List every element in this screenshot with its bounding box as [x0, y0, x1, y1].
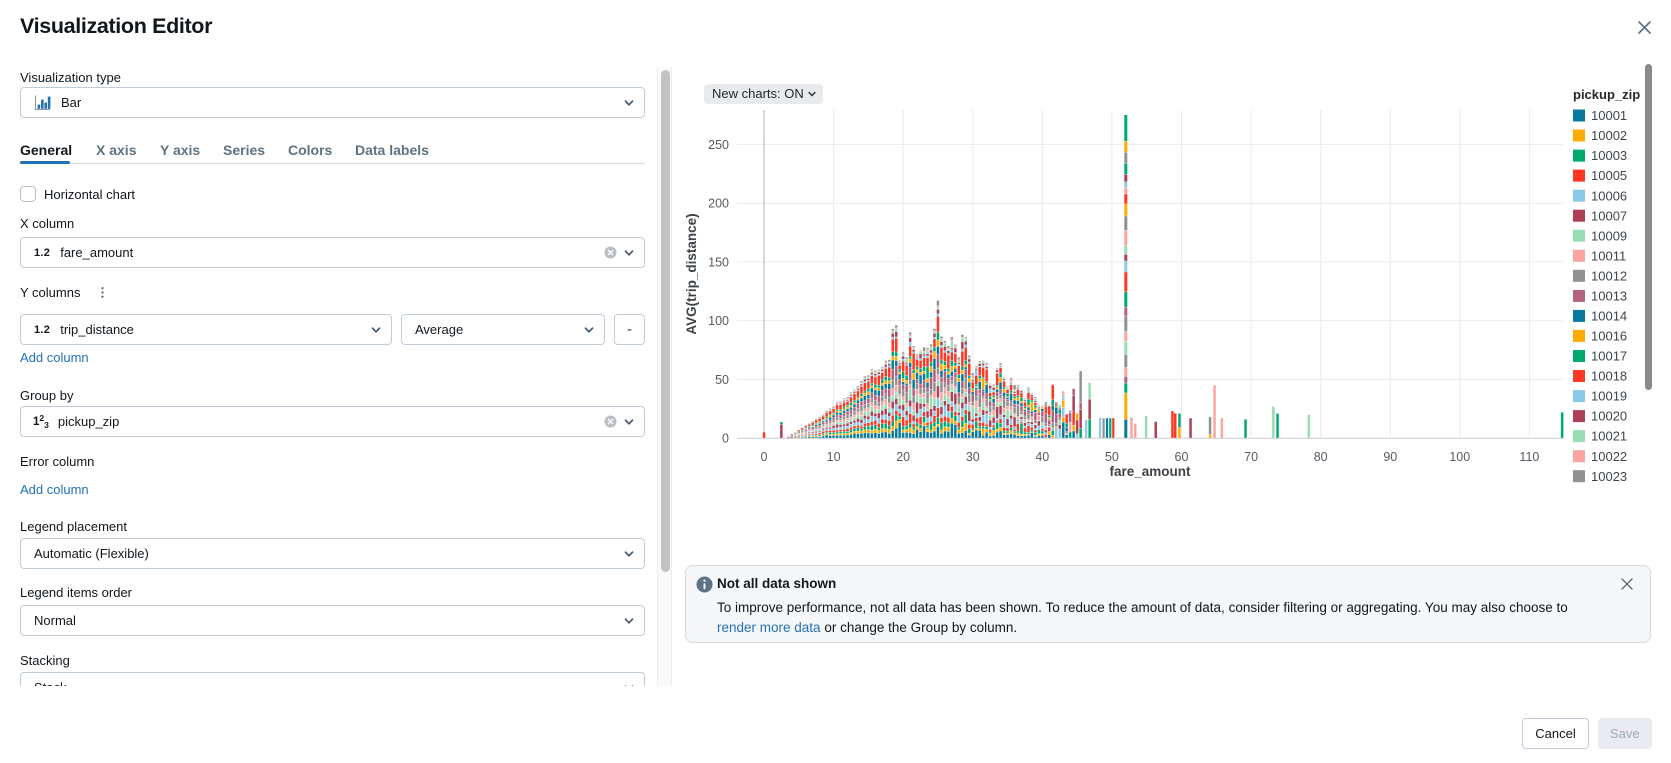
- svg-text:10001: 10001: [1591, 108, 1627, 123]
- svg-text:10002: 10002: [1591, 128, 1627, 143]
- svg-text:10006: 10006: [1591, 188, 1627, 203]
- svg-text:90: 90: [1383, 450, 1397, 464]
- svg-text:10012: 10012: [1591, 268, 1627, 283]
- svg-text:80: 80: [1314, 450, 1328, 464]
- svg-text:20: 20: [896, 450, 910, 464]
- svg-text:100: 100: [708, 314, 729, 328]
- svg-text:0: 0: [761, 450, 768, 464]
- svg-text:50: 50: [715, 373, 729, 387]
- svg-text:10022: 10022: [1591, 449, 1627, 464]
- svg-text:30: 30: [966, 450, 980, 464]
- svg-text:10020: 10020: [1591, 409, 1627, 424]
- svg-text:10023: 10023: [1591, 469, 1627, 484]
- svg-text:10021: 10021: [1591, 429, 1627, 444]
- svg-text:10005: 10005: [1591, 168, 1627, 183]
- svg-text:10013: 10013: [1591, 289, 1627, 304]
- svg-text:10014: 10014: [1591, 309, 1627, 324]
- svg-text:fare_amount: fare_amount: [1109, 464, 1191, 479]
- svg-text:110: 110: [1519, 450, 1539, 464]
- svg-text:10: 10: [827, 450, 841, 464]
- svg-text:0: 0: [722, 432, 729, 446]
- svg-text:70: 70: [1244, 450, 1258, 464]
- svg-text:200: 200: [708, 197, 729, 211]
- svg-text:10011: 10011: [1591, 248, 1626, 263]
- svg-text:100: 100: [1449, 450, 1470, 464]
- svg-text:AVG(trip_distance): AVG(trip_distance): [684, 213, 699, 334]
- svg-text:40: 40: [1035, 450, 1049, 464]
- svg-text:10016: 10016: [1591, 329, 1627, 344]
- svg-text:10018: 10018: [1591, 369, 1627, 384]
- svg-text:10019: 10019: [1591, 389, 1627, 404]
- svg-text:50: 50: [1105, 450, 1119, 464]
- svg-text:60: 60: [1175, 450, 1189, 464]
- svg-text:10003: 10003: [1591, 148, 1627, 163]
- svg-text:10007: 10007: [1591, 208, 1627, 223]
- svg-text:250: 250: [708, 138, 729, 152]
- svg-text:10017: 10017: [1591, 349, 1627, 364]
- svg-text:150: 150: [708, 255, 729, 269]
- svg-text:10009: 10009: [1591, 228, 1627, 243]
- svg-text:pickup_zip: pickup_zip: [1573, 87, 1640, 102]
